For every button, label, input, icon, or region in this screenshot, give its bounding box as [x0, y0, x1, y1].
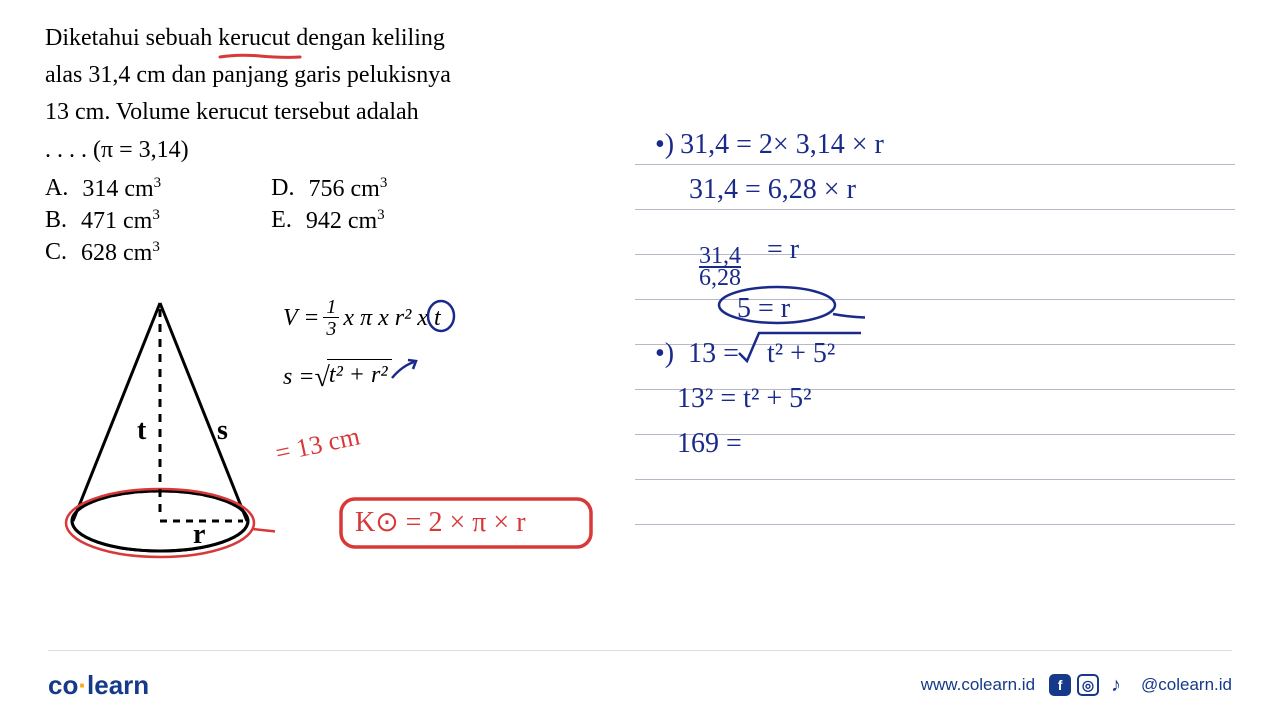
social-icons: f ◎ ♪ [1049, 674, 1127, 696]
option-a: A.314 cm3 [45, 175, 161, 203]
question-text: Diketahui sebuah kerucut dengan keliling… [45, 20, 605, 169]
q-line1-post: dengan keliling [290, 25, 445, 51]
hw-line-1: •)31,4 = 2× 3,14 × r [635, 122, 1235, 167]
instagram-icon: ◎ [1077, 674, 1099, 696]
option-c: C.628 cm3 [45, 239, 161, 267]
footer-url: www.colearn.id [921, 675, 1035, 695]
hw-line-3: 31,46,28 = r [635, 212, 1235, 286]
footer-handle: @colearn.id [1141, 675, 1232, 695]
blue-arrow-icon [388, 356, 422, 386]
logo-dot-icon: · [78, 670, 87, 700]
cone-label-s: s [217, 415, 228, 446]
circled-t: t [434, 305, 441, 332]
hw-line-5: •) 13 = t² + 5² [635, 331, 1235, 376]
ko-formula-box: K⊙ = 2 × π × r [337, 495, 597, 558]
option-e: E.942 cm3 [271, 207, 387, 235]
cone-label-r: r [193, 519, 205, 550]
red-underline [218, 53, 302, 61]
hw-line-7: 169 = [635, 421, 1235, 466]
option-b: B.471 cm3 [45, 207, 161, 235]
option-d: D.756 cm3 [271, 175, 387, 203]
underlined-kerucut: kerucut [218, 20, 290, 57]
q-line2: alas 31,4 cm dan panjang garis pelukisny… [45, 62, 451, 88]
q-line1-pre: Diketahui sebuah [45, 25, 218, 51]
footer: co·learn www.colearn.id f ◎ ♪ @colearn.i… [0, 650, 1280, 720]
hw-line-4: 5 = r [635, 286, 1235, 331]
facebook-icon: f [1049, 674, 1071, 696]
cone-label-t: t [137, 415, 147, 446]
q-line3: 13 cm. Volume kerucut tersebut adalah [45, 99, 419, 125]
brand-logo: co·learn [48, 670, 149, 701]
formula-v: V = 13 x π x r² x t [283, 297, 441, 340]
options-block: A.314 cm3 B.471 cm3 C.628 cm3 D.756 cm3 … [45, 175, 605, 267]
cone-diagram: t s r [45, 291, 275, 581]
formula-s: s = √ t² + r² [283, 362, 441, 394]
hw-line-6: 13² = t² + 5² [635, 376, 1235, 421]
hw-line-2: 31,4 = 6,28 × r [635, 167, 1235, 212]
q-line4: . . . . (π = 3,14) [45, 137, 189, 163]
handwritten-work: •)31,4 = 2× 3,14 × r 31,4 = 6,28 × r 31,… [635, 120, 1235, 560]
tiktok-icon: ♪ [1105, 674, 1127, 696]
